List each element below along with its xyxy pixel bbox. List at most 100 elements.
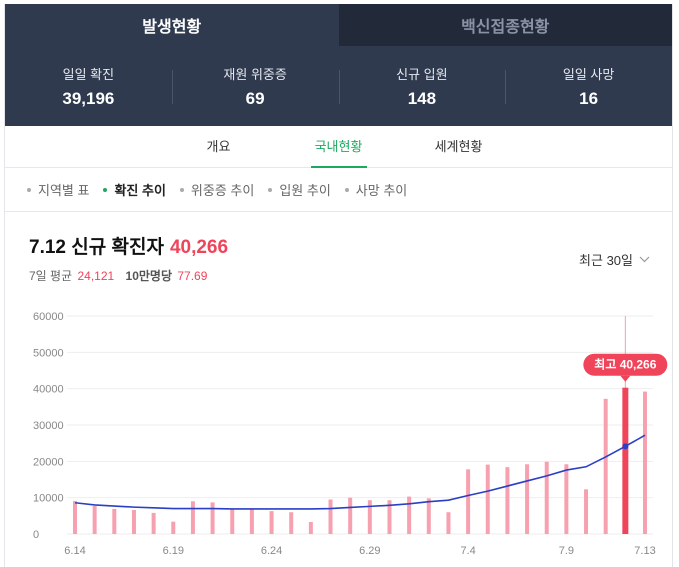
y-tick-label: 20000 <box>33 456 64 468</box>
tab-overview[interactable]: 개요 <box>206 139 231 154</box>
avg-label: 7일 평균 <box>29 269 73 283</box>
bar <box>426 498 431 534</box>
chevron-down-icon <box>639 256 650 263</box>
bar <box>151 512 156 534</box>
stat-label: 신규 입원 <box>396 66 448 82</box>
stat-daily-deaths: 일일 사망 16 <box>505 64 672 109</box>
average-line <box>74 434 646 510</box>
bar <box>190 501 195 534</box>
bar <box>643 391 647 534</box>
average-marker <box>622 443 629 450</box>
stat-label: 재원 위중증 <box>223 66 287 82</box>
bar <box>466 469 471 534</box>
period-select-value: 최근 30일 <box>579 253 633 268</box>
stat-value: 69 <box>245 88 265 108</box>
bar <box>269 511 274 534</box>
headline: 7.12 신규 확진자 40,266 <box>29 232 672 259</box>
filter-label: 사망 추이 <box>355 183 408 198</box>
tab-domestic[interactable]: 국내현황 <box>279 126 399 168</box>
x-tick-label: 6.14 <box>64 545 85 557</box>
bar <box>328 499 333 534</box>
x-tick-label: 6.29 <box>359 545 380 557</box>
bar <box>210 502 215 534</box>
peak-badge-label: 최고 40,266 <box>594 357 656 372</box>
filter-label: 확진 추이 <box>114 183 166 198</box>
stat-daily-confirmed: 일일 확진 39,196 <box>5 64 172 109</box>
y-tick-label: 0 <box>33 529 39 541</box>
bar <box>249 508 254 534</box>
bar <box>603 398 608 534</box>
stat-value: 16 <box>579 88 599 108</box>
summary-section: 7.12 신규 확진자 40,266 7일 평균 24,121 10만명당 77.… <box>5 212 672 284</box>
bar <box>505 467 510 534</box>
x-tick-label: 7.9 <box>559 545 574 557</box>
stat-label: 일일 사망 <box>562 66 615 82</box>
filter-bar: 지역별 표 확진 추이 위중증 추이 입원 추이 사망 추이 <box>5 168 672 212</box>
chart-area: 0 10000 20000 30000 40000 50000 60000 최고 40,266… <box>5 302 672 567</box>
stat-label: 일일 확진 <box>62 66 115 82</box>
bar-highlight <box>622 387 629 534</box>
stat-value: 148 <box>407 88 437 108</box>
period-select[interactable]: 최근 30일 <box>579 250 650 269</box>
filter-admission-trend[interactable]: 입원 추이 <box>268 180 331 199</box>
bar <box>485 464 490 534</box>
bar <box>348 497 353 534</box>
bar <box>564 464 569 534</box>
bar <box>525 464 530 534</box>
bar <box>446 512 451 534</box>
y-tick-label: 40000 <box>33 384 64 396</box>
bullet-dot <box>268 187 273 192</box>
tab-outbreak-status[interactable]: 발생현황 <box>5 4 339 46</box>
bar <box>171 521 176 534</box>
x-tick-label: 6.24 <box>261 545 282 557</box>
bullet-dot <box>27 187 31 192</box>
filter-critical-trend[interactable]: 위중증 추이 <box>179 180 255 199</box>
filter-death-trend[interactable]: 사망 추이 <box>344 180 408 199</box>
bar <box>584 489 589 534</box>
filter-label: 입원 추이 <box>279 183 331 198</box>
stat-value: 39,196 <box>62 88 115 108</box>
covid-status-panel: 발생현황 백신접종현황 일일 확진 39,196 재원 위중증 69 신규 입원… <box>4 4 673 567</box>
bar <box>289 512 294 534</box>
headline-title: 7.12 신규 확진자 <box>29 237 164 258</box>
avg-value: 24,121 <box>77 269 115 283</box>
bullet-dot <box>103 187 108 192</box>
bar <box>308 522 313 534</box>
filter-confirmed-trend[interactable]: 확진 추이 <box>103 180 166 199</box>
sub-tab-bar: 개요 국내현황 세계현황 <box>5 126 672 168</box>
bullet-dot <box>179 187 184 192</box>
bar <box>112 508 117 534</box>
confirmed-trend-chart: 0 10000 20000 30000 40000 50000 60000 최고 40,266… <box>33 311 668 557</box>
bar <box>544 461 549 534</box>
peak-badge-pointer <box>620 375 631 382</box>
stat-critical: 재원 위중증 69 <box>171 64 339 109</box>
filter-label: 위중증 추이 <box>190 183 255 198</box>
per-value: 77.69 <box>177 269 208 283</box>
x-tick-label: 7.4 <box>460 545 475 557</box>
y-tick-label: 60000 <box>33 311 64 323</box>
stat-new-admission: 신규 입원 148 <box>338 64 506 109</box>
peak-badge <box>583 353 668 376</box>
tab-vaccination-status[interactable]: 백신접종현황 <box>338 4 672 46</box>
bar <box>73 500 77 534</box>
bar <box>230 509 235 534</box>
per-label: 10만명당 <box>125 269 172 283</box>
filter-region-table[interactable]: 지역별 표 <box>27 180 89 199</box>
tab-world[interactable]: 세계현황 <box>434 139 483 154</box>
bullet-dot <box>344 187 349 192</box>
x-tick-label: 7.13 <box>634 545 655 557</box>
y-tick-label: 10000 <box>33 493 64 505</box>
bar <box>131 510 136 534</box>
x-tick-label: 6.19 <box>163 545 184 557</box>
headline-value: 40,266 <box>169 237 229 258</box>
stats-bar: 일일 확진 39,196 재원 위중증 69 신규 입원 148 일일 사망 1… <box>5 46 672 126</box>
bar <box>387 500 392 534</box>
filter-label: 지역별 표 <box>38 183 90 198</box>
bar <box>92 506 97 534</box>
summary-subline: 7일 평균 24,121 10만명당 77.69 <box>29 267 672 284</box>
y-tick-label: 50000 <box>33 347 64 359</box>
bar <box>407 496 412 534</box>
top-tab-bar: 발생현황 백신접종현황 <box>5 4 672 46</box>
bar <box>367 500 372 534</box>
y-tick-label: 30000 <box>33 420 64 432</box>
